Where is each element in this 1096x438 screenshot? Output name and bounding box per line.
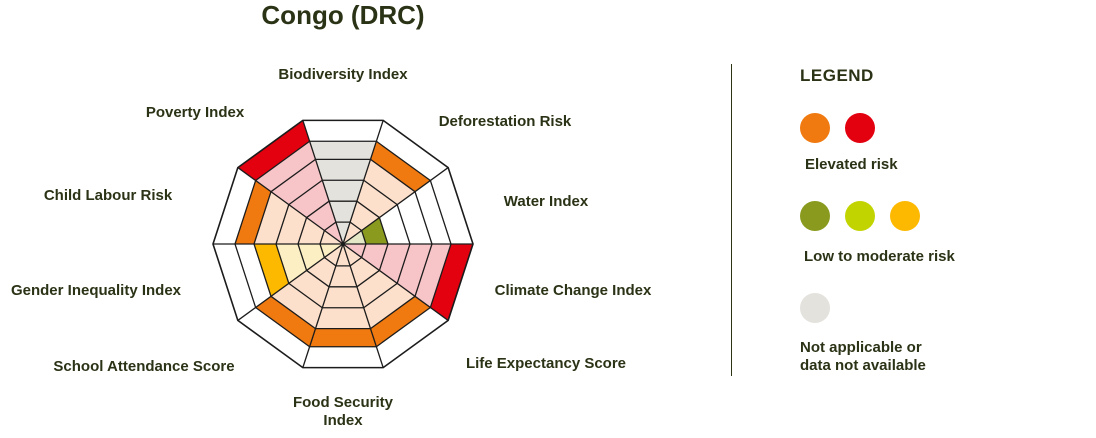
radar-axis-label: Biodiversity Index (278, 66, 408, 83)
radar-spoke (302, 120, 344, 245)
legend-swatch-green (800, 201, 830, 231)
radar-sector-band (235, 180, 271, 244)
legend-divider (731, 64, 732, 376)
radar-sector-fill (270, 244, 343, 329)
legend-swatch-gray (800, 293, 830, 323)
radar-sector-band (237, 120, 310, 181)
radar-sector-fill (343, 244, 451, 308)
radar-sector-band (255, 296, 316, 347)
radar-gridlines (212, 119, 474, 369)
radar-axis-label: Life Expectancy Score (466, 355, 626, 372)
radar-spoke (342, 167, 449, 245)
radar-spoke (342, 120, 384, 245)
radar-axis-label: Deforestation Risk (439, 113, 572, 130)
radar-spoke (302, 243, 344, 368)
radar-sector-band (370, 141, 431, 192)
radar-sector-band (309, 328, 377, 347)
radar-chart: Biodiversity Index Deforestation Risk Wate… (11, 66, 652, 429)
legend-swatch-lime (845, 201, 875, 231)
radar-spoke (237, 167, 344, 245)
radar-spoke (237, 243, 344, 321)
legend-swatch-red (845, 113, 875, 143)
radar-spoke (342, 243, 449, 321)
radar-sector-fill (343, 244, 416, 329)
radar-axis-label: Water Index (504, 193, 589, 210)
legend-label-low: Low to moderate risk (804, 248, 955, 265)
legend-label-na-line-1: Not applicable or (800, 339, 922, 356)
radar-sector-fill (276, 244, 343, 284)
radar-axis-label: Gender Inequality Index (11, 282, 182, 299)
radar-sector-fill (254, 191, 343, 244)
legend-swatch-orange (800, 113, 830, 143)
chart-title: Congo (DRC) (261, 0, 425, 30)
legend-label-elevated: Elevated risk (805, 156, 898, 173)
legend-label-na-line-2: data not available (800, 357, 926, 374)
radar-axis-label: Child Labour Risk (44, 187, 173, 204)
legend-title: LEGEND (800, 66, 874, 85)
legend-low-swatches (800, 201, 920, 231)
radar-sector-na (309, 141, 377, 244)
radar-axis-label: School Attendance Score (53, 358, 234, 375)
legend-label-na: Not applicable or data not available (800, 339, 926, 375)
legend-swatch-yellow (890, 201, 920, 231)
radar-sector-band (430, 244, 473, 321)
legend-na-swatches (800, 293, 830, 323)
radar-axis-label: Food Security Index (293, 394, 394, 429)
radar-axis-label: Poverty Index (146, 104, 245, 121)
radar-sector-band (370, 296, 431, 347)
radar-sector-fill (255, 141, 343, 244)
radar-spoke (342, 243, 384, 368)
radar-axis-label: Climate Change Index (495, 282, 652, 299)
radar-sector-fill (343, 159, 416, 244)
radar-axis-labels: Biodiversity Index Deforestation Risk Wate… (11, 66, 652, 429)
legend-elevated-swatches (800, 113, 875, 143)
legend: LEGEND Elevated risk Low to moderate ris… (800, 0, 1090, 438)
